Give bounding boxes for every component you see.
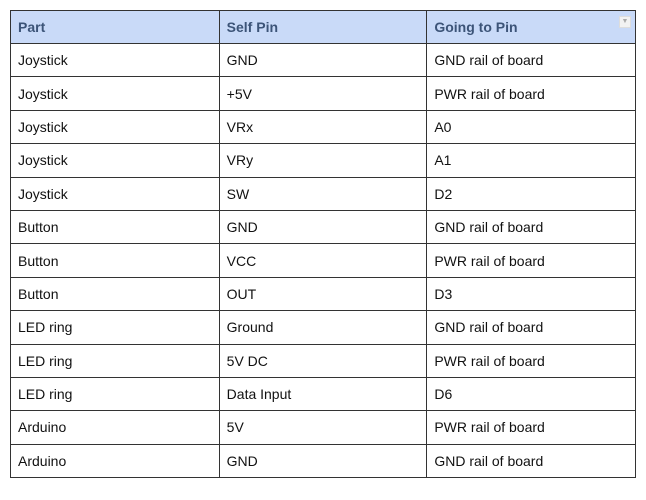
table-cell: GND rail of board [426, 310, 636, 345]
pin-table: Part Self Pin Going to Pin ▼ Joystick GND G… [10, 10, 636, 479]
table-cell: GND [218, 443, 428, 479]
table-row: LED ring 5V DC PWR rail of board [10, 343, 636, 378]
table-cell: D3 [426, 276, 636, 312]
table-row: Arduino 5V PWR rail of board [10, 410, 636, 445]
table-cell: Joystick [10, 42, 220, 78]
table-row: LED ring Data Input D6 [10, 376, 636, 412]
table-cell: GND [218, 209, 428, 245]
table-cell: Button [10, 276, 220, 312]
table-cell: A0 [426, 109, 636, 145]
table-cell: VRx [218, 109, 428, 145]
table-cell: Joystick [10, 109, 220, 145]
table-cell: SW [218, 176, 428, 211]
table-cell: Button [10, 209, 220, 245]
table-cell: GND [218, 42, 428, 78]
table-row: Joystick VRy A1 [10, 143, 636, 178]
table-cell: VRy [218, 143, 428, 178]
table-cell: Joystick [10, 143, 220, 178]
table-cell: Arduino [10, 443, 220, 479]
table-cell: Arduino [10, 410, 220, 445]
header-label: Going to Pin [434, 19, 518, 35]
dropdown-arrow-icon[interactable]: ▼ [619, 16, 631, 28]
table-row: LED ring Ground GND rail of board [10, 310, 636, 345]
table-cell: Button [10, 243, 220, 278]
table-cell: D6 [426, 376, 636, 412]
table-row: Joystick VRx A0 [10, 109, 636, 145]
table-cell: Data Input [218, 376, 428, 412]
header-row: Part Self Pin Going to Pin ▼ [10, 10, 636, 44]
table-cell: PWR rail of board [426, 243, 636, 278]
table-row: Joystick +5V PWR rail of board [10, 76, 636, 111]
table-row: Button VCC PWR rail of board [10, 243, 636, 278]
table-cell: PWR rail of board [426, 343, 636, 378]
table-cell: D2 [426, 176, 636, 211]
table-cell: 5V [218, 410, 428, 445]
table-cell: GND rail of board [426, 443, 636, 479]
table-cell: GND rail of board [426, 42, 636, 78]
table-row: Joystick SW D2 [10, 176, 636, 211]
table-row: Button OUT D3 [10, 276, 636, 312]
table-row: Button GND GND rail of board [10, 209, 636, 245]
table-cell: LED ring [10, 343, 220, 378]
table-cell: Joystick [10, 176, 220, 211]
table-cell: Joystick [10, 76, 220, 111]
table-cell: A1 [426, 143, 636, 178]
table-cell: GND rail of board [426, 209, 636, 245]
table-cell: Ground [218, 310, 428, 345]
table-cell: PWR rail of board [426, 76, 636, 111]
table-cell: VCC [218, 243, 428, 278]
header-self-pin: Self Pin [218, 10, 428, 44]
header-going-to-pin: Going to Pin ▼ [426, 10, 636, 44]
header-part: Part [10, 10, 220, 44]
table-cell: LED ring [10, 376, 220, 412]
table-row: Joystick GND GND rail of board [10, 42, 636, 78]
table-cell: +5V [218, 76, 428, 111]
table-cell: OUT [218, 276, 428, 312]
table-row: Arduino GND GND rail of board [10, 443, 636, 479]
table-cell: 5V DC [218, 343, 428, 378]
table-cell: PWR rail of board [426, 410, 636, 445]
table-cell: LED ring [10, 310, 220, 345]
